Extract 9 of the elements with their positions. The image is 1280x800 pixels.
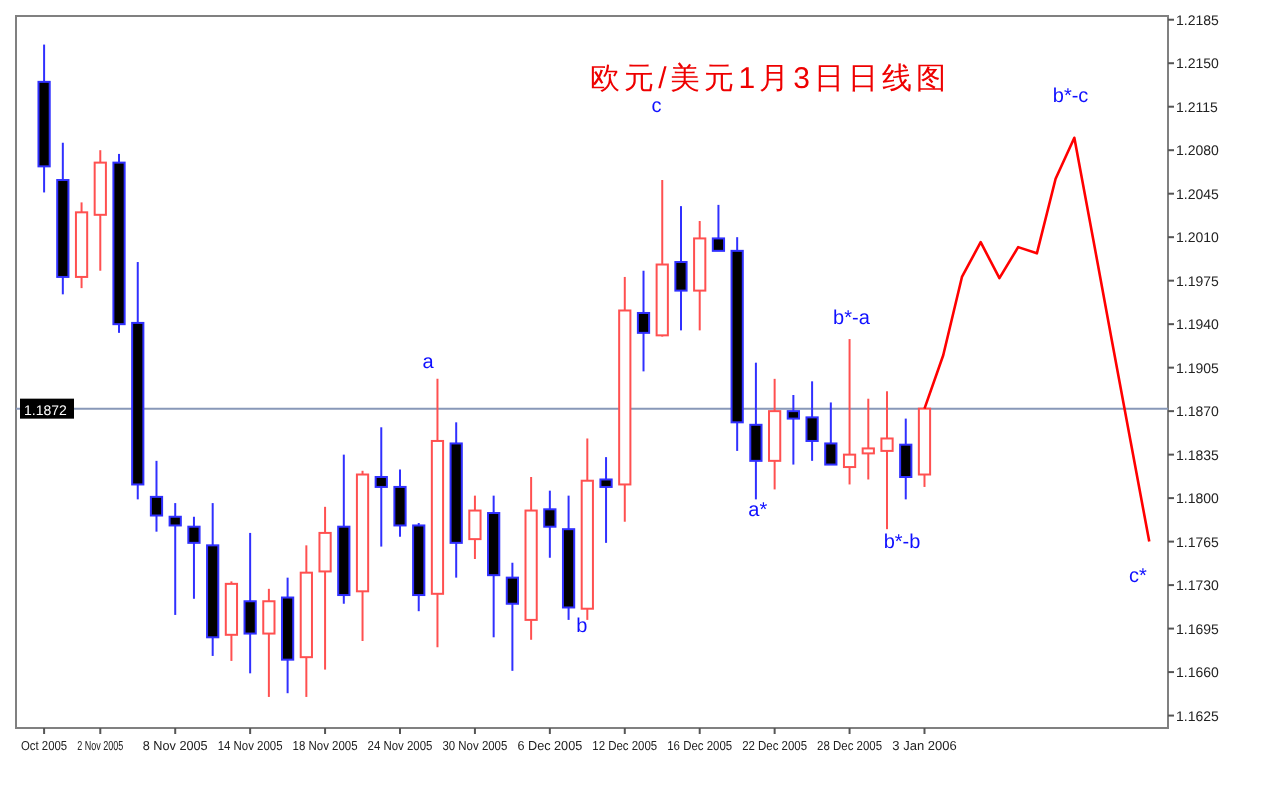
text: 欧元/美元1月3日日线图 — [590, 62, 950, 96]
annotation: b — [576, 616, 589, 638]
annotation: c — [651, 96, 662, 118]
annotation: b*-a — [833, 308, 871, 330]
annotation: b*-c — [1052, 86, 1089, 108]
annotation: a* — [748, 500, 768, 522]
annotation: a — [422, 352, 435, 374]
annotation: c* — [1129, 566, 1148, 588]
annotation: b*-b — [883, 532, 922, 554]
